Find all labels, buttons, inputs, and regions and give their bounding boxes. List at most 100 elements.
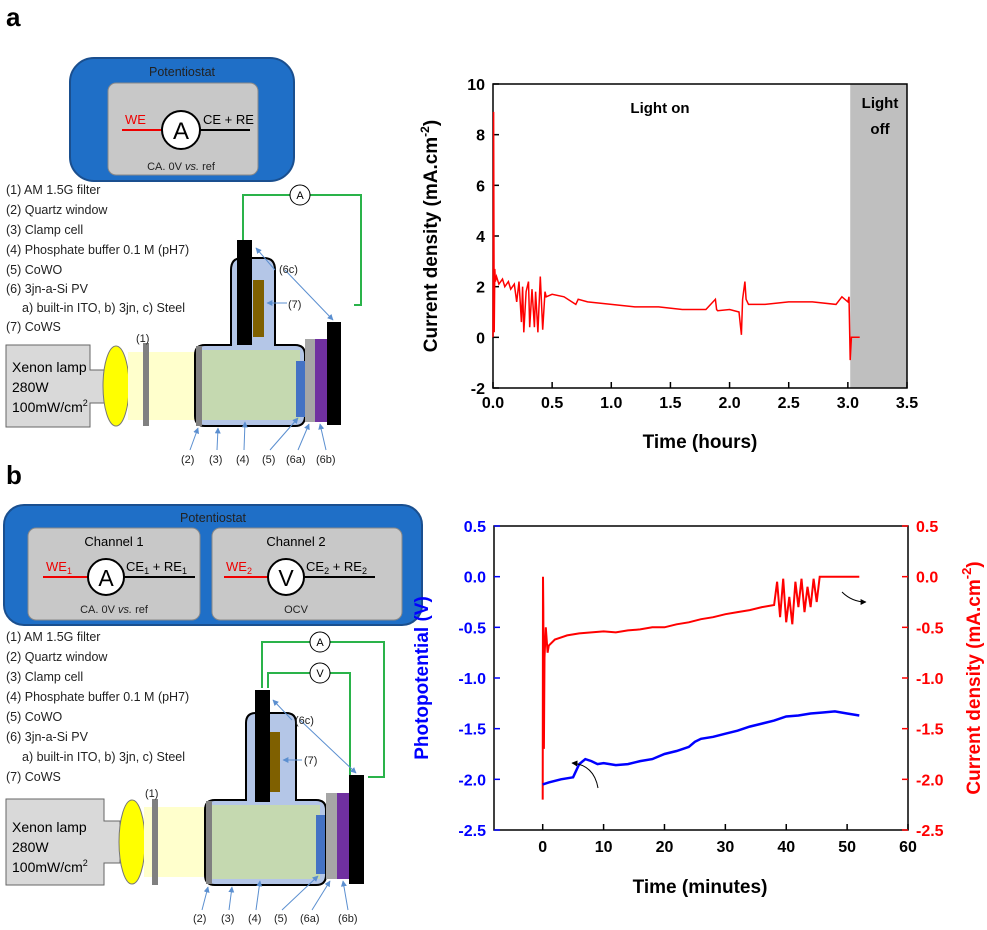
x-tick-label: 0: [538, 839, 547, 856]
ce2-re2-label: CE2 + RE2: [306, 559, 367, 576]
wire-voltmeter-label: V: [316, 668, 324, 680]
lamp-text: Xenon lamp: [12, 819, 87, 835]
plot-frame-a: [493, 84, 907, 388]
part-label: (6c): [279, 264, 298, 276]
y-right-tick-label: -0.5: [916, 620, 944, 637]
legend-item: (4) Phosphate buffer 0.1 M (pH7): [6, 243, 189, 257]
x-tick-label: 3.5: [896, 395, 918, 412]
x-tick-label: 60: [899, 839, 917, 856]
y-axis-title-right: Current density (mA.cm-2): [959, 561, 985, 794]
y-tick-label: -2: [471, 381, 485, 398]
y-tick-label: 0: [476, 330, 485, 347]
legend-item: (4) Phosphate buffer 0.1 M (pH7): [6, 690, 189, 704]
lamp-text: 280W: [12, 839, 49, 855]
legend-item: (3) Clamp cell: [6, 670, 83, 684]
x-tick-label: 50: [838, 839, 856, 856]
series-line-photopotential: [543, 711, 860, 784]
mode-label: CA. 0V vs. ref: [147, 161, 216, 173]
part-label: (5): [262, 454, 275, 466]
legend-item: (1) AM 1.5G filter: [6, 630, 100, 644]
y-right-tick-label: 0.0: [916, 570, 938, 587]
quartz-window: [196, 346, 202, 426]
y-left-tick-label: 0.0: [464, 570, 486, 587]
buffer-region-b: [212, 805, 320, 879]
arrow-to-right-axis: [842, 592, 866, 602]
voltmeter-label: V: [278, 565, 294, 591]
lamp-text: 100mW/cm2: [12, 858, 88, 875]
ammeter-label: A: [173, 118, 189, 145]
y-right-tick-label: -1.0: [916, 671, 944, 688]
pv-layer-b: [337, 793, 349, 879]
part-labels-bottom: (2) (3) (4) (5) (6a) (6b): [181, 454, 336, 466]
y-right-tick-label: -2.5: [916, 823, 944, 840]
legend-item: (6) 3jn-a-Si PV: [6, 730, 89, 744]
legend-item: (2) Quartz window: [6, 650, 108, 664]
cows-electrode: [253, 280, 264, 337]
am-filter-b: [152, 799, 158, 885]
diagram-a: Potentiostat A WE CE + RE CA. 0V vs. ref…: [6, 58, 361, 466]
x-tick-label: 2.0: [718, 395, 740, 412]
ito-layer-b: [326, 793, 337, 879]
lamp-text: 280W: [12, 379, 49, 395]
y-right-tick-label: -2.0: [916, 772, 944, 789]
y-tick-label: 2: [476, 280, 485, 297]
buffer-region: [202, 350, 300, 420]
x-tick-label: 20: [656, 839, 674, 856]
y-left-tick-label: -1.5: [458, 722, 486, 739]
series-line-current: [543, 577, 860, 800]
steel-electrode: [237, 240, 252, 345]
y-tick-label: 10: [467, 77, 485, 94]
y-left-tick-label: 0.5: [464, 519, 486, 536]
part-label: (6c): [295, 715, 314, 727]
steel-back: [327, 322, 341, 425]
x-tick-label: 0.0: [482, 395, 504, 412]
part-label: (3): [209, 454, 222, 466]
y-left-tick-label: -1.0: [458, 671, 486, 688]
y-axis-title-left: Photopotential (V): [412, 596, 433, 760]
x-axis-title-a: Time (hours): [643, 432, 758, 453]
mode1-label: CA. 0V vs. ref: [80, 604, 149, 616]
part-label: (4): [236, 454, 249, 466]
y-left-tick-label: -2.0: [458, 772, 486, 789]
arrow-to-left-axis: [572, 763, 598, 788]
lamp-lens: [103, 346, 129, 426]
x-tick-label: 2.5: [778, 395, 800, 412]
mode2-label: OCV: [284, 604, 309, 616]
legend-item: (7) CoWS: [6, 320, 61, 334]
legend-item: (2) Quartz window: [6, 203, 108, 217]
x-tick-label: 30: [716, 839, 734, 856]
diagram-b: Potentiostat Channel 1 A WE1 CE1 + RE1 C…: [4, 505, 422, 925]
we-label: WE: [125, 112, 146, 127]
ce-re-label: CE + RE: [203, 112, 254, 127]
legend-item: a) built-in ITO, b) 3jn, c) Steel: [22, 750, 185, 764]
am-filter: [143, 343, 149, 426]
x-tick-label: 10: [595, 839, 613, 856]
y-tick-label: 4: [476, 229, 485, 246]
part-label: (4): [248, 913, 261, 925]
legend-item: a) built-in ITO, b) 3jn, c) Steel: [22, 301, 185, 315]
x-tick-label: 0.5: [541, 395, 563, 412]
ammeter-label-b: A: [98, 565, 114, 591]
x-tick-label: 3.0: [837, 395, 859, 412]
light-on-label: Light on: [630, 100, 689, 117]
steel-back-b: [349, 775, 364, 884]
part-label: (6b): [338, 913, 358, 925]
cowo-layer-b: [316, 815, 325, 874]
legend-b: (1) AM 1.5G filter (2) Quartz window (3)…: [6, 630, 189, 784]
steel-electrode-b: [255, 690, 270, 802]
pv-layer: [315, 339, 327, 422]
legend-item: (6) 3jn-a-Si PV: [6, 282, 89, 296]
chart-b: 0 10 20 30 40 50 60-2.5 -2.5-2.0 -2.0-1.5 -1.5-1.…: [412, 519, 985, 898]
y-left-tick-label: -2.5: [458, 823, 486, 840]
y-axis-title-a: Current density (mA.cm-2): [418, 120, 442, 352]
part-label: (7): [288, 299, 301, 311]
channel1-label: Channel 1: [84, 534, 143, 549]
part-label: (1): [136, 333, 149, 345]
chart-a: 0.0 0.5 1.0 1.5 2.0 2.5 3.0 3.5-20246810 Light …: [418, 77, 918, 453]
part-label: (2): [181, 454, 194, 466]
part-label: (7): [304, 755, 317, 767]
light-off-label: Light: [862, 95, 899, 112]
legend-item: (1) AM 1.5G filter: [6, 183, 100, 197]
part-label: (6a): [300, 913, 320, 925]
